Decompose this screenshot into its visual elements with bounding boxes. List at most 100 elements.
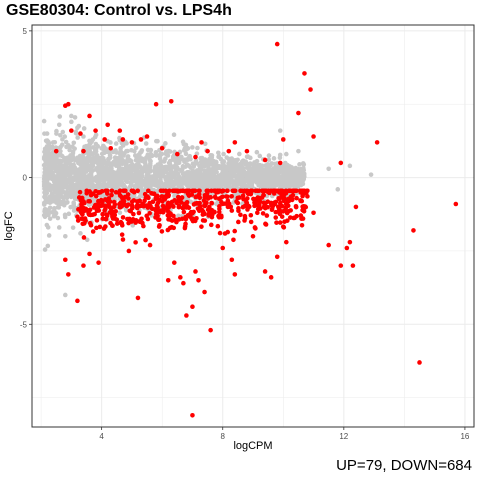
non-significant-point [244,176,250,181]
significant-point [350,263,356,268]
significant-point [97,224,103,230]
non-significant-point [232,158,238,163]
non-significant-point [72,115,78,120]
y-tick-label: 0 [23,174,28,183]
significant-point [253,226,258,231]
significant-point [225,188,230,194]
significant-point [250,233,256,239]
significant-point [182,225,188,231]
non-significant-point [133,145,139,151]
non-significant-point [53,189,58,195]
significant-point [193,269,198,274]
significant-point [79,201,84,207]
significant-point [80,216,86,222]
non-significant-point [261,181,267,186]
non-significant-point [86,202,92,208]
non-significant-point [54,184,60,190]
non-significant-point [54,155,59,161]
non-significant-point [45,225,51,230]
significant-point [244,148,250,154]
non-significant-point [140,174,145,179]
non-significant-point [209,155,215,160]
significant-point [171,260,177,265]
non-significant-point [252,160,257,165]
non-significant-point [41,162,47,168]
non-significant-point [163,183,169,189]
non-significant-point [45,243,51,249]
significant-point [240,193,246,199]
non-significant-point [182,171,188,177]
non-significant-point [52,212,58,218]
non-significant-point [237,151,242,157]
significant-point [181,209,187,215]
non-significant-point [63,292,68,298]
panel-border [31,24,475,428]
non-significant-point [191,170,197,176]
significant-point [305,194,310,199]
non-significant-point [102,150,107,156]
significant-point [105,203,111,208]
significant-point [153,101,159,107]
non-significant-point [57,114,63,119]
significant-point [66,272,71,277]
non-significant-point [87,147,92,153]
significant-point [215,223,221,229]
non-significant-point [46,212,51,217]
significant-point [179,200,184,205]
non-significant-point [196,170,202,176]
significant-point [131,211,136,217]
significant-point [202,289,207,295]
y-tick-label: 5 [23,27,28,36]
non-significant-point [179,154,184,160]
significant-point [241,196,246,202]
significant-point [253,188,258,194]
significant-point [191,209,196,215]
significant-point [96,208,102,213]
significant-point [190,412,195,418]
significant-point [120,137,126,142]
significant-point [274,254,280,260]
non-significant-point [66,211,72,217]
non-significant-point [153,164,159,170]
significant-point [264,213,270,218]
significant-point [102,203,107,208]
non-significant-point [272,165,278,171]
non-significant-point [52,199,58,204]
non-significant-point [246,184,251,189]
non-significant-point [129,182,134,188]
non-significant-point [71,204,77,210]
significant-point [178,196,184,202]
non-significant-point [231,173,237,178]
non-significant-point [68,194,74,200]
significant-point [129,199,135,204]
significant-point [154,209,160,215]
non-significant-point [273,183,279,188]
non-significant-point [63,171,68,176]
non-significant-point [68,153,73,158]
x-tick-label: 8 [220,432,225,441]
significant-point [75,214,80,220]
significant-point [215,189,221,195]
non-significant-point [73,129,79,135]
non-significant-point [44,149,50,155]
significant-point [353,204,359,210]
non-significant-point [176,213,181,219]
non-significant-point [44,166,50,172]
non-significant-point [208,179,213,184]
non-significant-point [176,174,182,179]
non-significant-point [227,183,232,188]
significant-point [153,195,159,200]
significant-point [288,188,293,194]
significant-point [186,193,192,198]
significant-point [226,148,232,154]
non-significant-point [50,140,56,145]
significant-point [245,196,250,201]
non-significant-point [326,166,331,172]
non-significant-point [247,161,253,167]
non-significant-point [296,148,301,154]
non-significant-point [139,170,145,176]
non-significant-point [120,157,125,163]
significant-point [137,198,143,204]
non-significant-point [55,215,61,221]
significant-point [205,148,210,154]
